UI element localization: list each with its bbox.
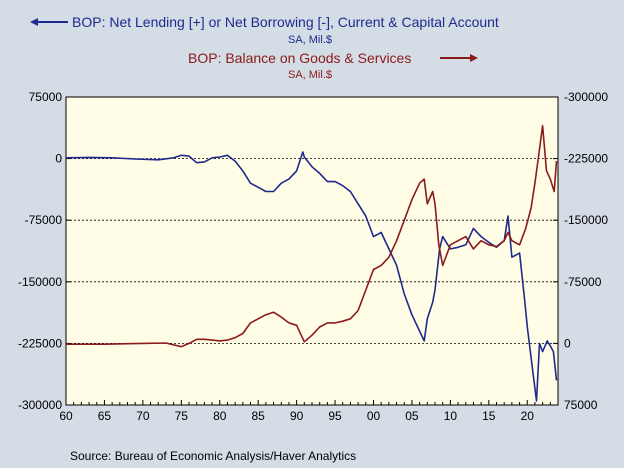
legend: BOP: Net Lending [+] or Net Borrowing [-… <box>30 14 499 81</box>
x-tick-label: 75 <box>175 409 189 423</box>
right-tick-label: 0 <box>564 336 571 350</box>
x-tick-label: 80 <box>213 409 227 423</box>
legend-series2-units: SA, Mil.$ <box>288 69 332 81</box>
x-tick-label: 85 <box>252 409 266 423</box>
series-layer <box>65 124 558 402</box>
x-tick-label: 00 <box>367 409 381 423</box>
legend-series2-title: BOP: Balance on Goods & Services <box>188 50 411 66</box>
x-tick-label: 90 <box>290 409 304 423</box>
x-tick-label: 10 <box>444 409 458 423</box>
left-tick-label: 75000 <box>29 90 63 104</box>
right-tick-label: -300000 <box>564 90 608 104</box>
series-goods-services-line <box>66 124 558 348</box>
left-tick-label: -225000 <box>18 336 62 350</box>
x-tick-label: 05 <box>405 409 419 423</box>
x-tick-label: 65 <box>98 409 112 423</box>
series-net-lending-line <box>65 151 558 402</box>
x-tick-label: 70 <box>136 409 150 423</box>
left-tick-label: -75000 <box>25 213 63 227</box>
legend-arrow-right <box>440 54 478 62</box>
right-axis: -300000 -225000 -150000 -75000 0 75000 <box>553 90 608 412</box>
x-tick-label: 95 <box>328 409 342 423</box>
legend-series1-units: SA, Mil.$ <box>288 34 332 46</box>
right-tick-label: -150000 <box>564 213 608 227</box>
left-tick-label: -300000 <box>18 398 62 412</box>
x-tick-label: 60 <box>59 409 73 423</box>
x-tick-label: 20 <box>521 409 535 423</box>
x-axis: 60 65 70 75 80 85 90 95 00 05 10 15 20 <box>59 400 559 423</box>
plot-area <box>65 96 559 406</box>
source-note: Source: Bureau of Economic Analysis/Have… <box>70 449 356 463</box>
left-tick-label: 0 <box>55 152 62 166</box>
left-axis: 75000 0 -75000 -150000 -225000 -300000 <box>18 90 71 412</box>
right-tick-label: 75000 <box>564 398 598 412</box>
legend-arrow-left <box>30 18 68 26</box>
x-tick-label: 15 <box>482 409 496 423</box>
left-tick-label: -150000 <box>18 275 62 289</box>
legend-series1-title: BOP: Net Lending [+] or Net Borrowing [-… <box>72 14 499 30</box>
right-tick-label: -225000 <box>564 152 608 166</box>
right-tick-label: -75000 <box>564 275 602 289</box>
